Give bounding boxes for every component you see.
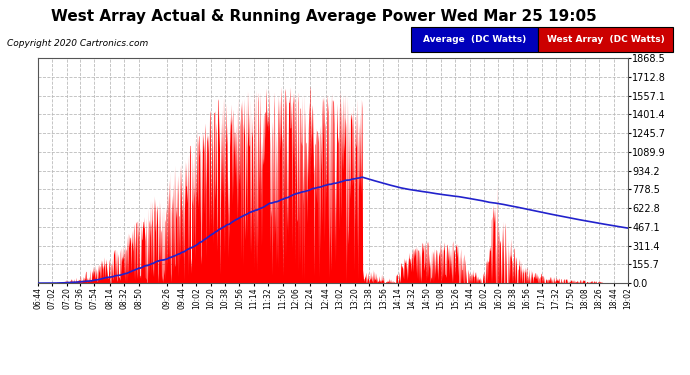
Text: West Array Actual & Running Average Power Wed Mar 25 19:05: West Array Actual & Running Average Powe… xyxy=(52,9,597,24)
Text: Average  (DC Watts): Average (DC Watts) xyxy=(423,35,526,44)
Text: Copyright 2020 Cartronics.com: Copyright 2020 Cartronics.com xyxy=(7,39,148,48)
Text: West Array  (DC Watts): West Array (DC Watts) xyxy=(546,35,664,44)
